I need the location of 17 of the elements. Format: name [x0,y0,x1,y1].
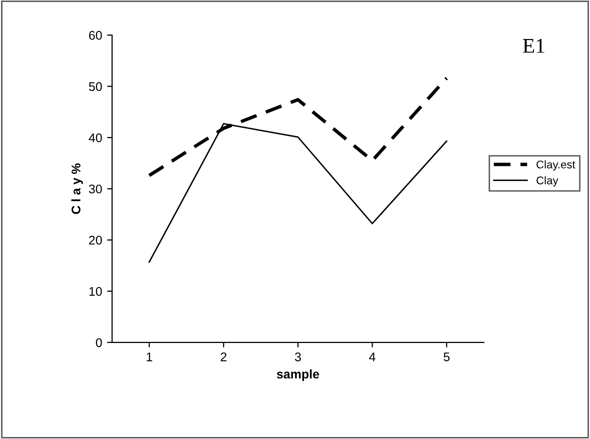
text: E1 [522,38,544,53]
y-tick-label: 20 [89,236,102,245]
x-tick-label: 1 [146,352,152,362]
x-axis-title: sample [276,369,320,381]
legend-label: Clay.est [536,160,576,171]
y-axis-title: C l a y % [71,163,83,214]
y-tick-label: 10 [89,287,102,296]
y-tick-label: 60 [89,30,102,40]
y-tick-label: 50 [88,82,102,91]
y-tick-label: 40 [88,133,102,142]
x-tick-label: 4 [369,352,376,362]
y-tick-label: 0 [96,338,102,348]
legend-label: Clay [536,176,558,187]
x-tick-label: 3 [294,352,301,362]
x-tick-label: 5 [444,352,450,362]
y-tick-label: 30 [88,184,102,194]
x-tick-label: 2 [220,352,226,362]
